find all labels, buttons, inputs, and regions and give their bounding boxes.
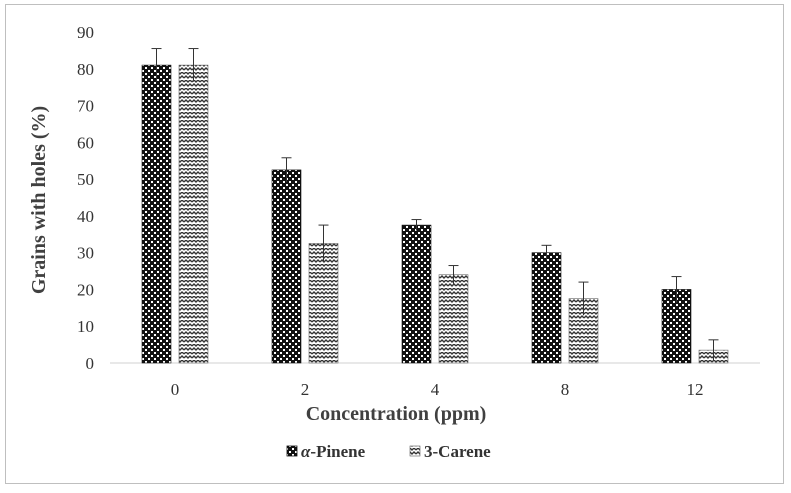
x-tick-label: 0 [171, 380, 180, 399]
legend-label-pinene-alpha: α [301, 442, 311, 461]
x-axis: 0 2 4 8 12 [110, 362, 760, 399]
y-tick-label: 70 [77, 97, 94, 116]
y-tick-label: 50 [77, 170, 94, 189]
y-axis: 0 10 20 30 40 50 60 70 80 90 [77, 23, 94, 373]
y-tick-label: 10 [77, 317, 94, 336]
bar-carene [178, 64, 209, 364]
y-tick-label: 40 [77, 207, 94, 226]
legend-label-carene: 3-Carene [424, 442, 491, 461]
bar-pinene [141, 64, 172, 364]
legend-swatch-carene [409, 445, 421, 457]
bar-pinene [531, 252, 562, 364]
x-tick-label: 12 [687, 380, 704, 399]
y-tick-label: 90 [77, 23, 94, 42]
y-tick-label: 60 [77, 133, 94, 152]
y-axis-title: Grains with holes (%) [28, 106, 50, 294]
x-tick-label: 2 [301, 380, 310, 399]
y-tick-label: 20 [77, 280, 94, 299]
legend-label-pinene-name: -Pinene [310, 442, 365, 461]
x-tick-label: 4 [431, 380, 440, 399]
y-tick-label: 80 [77, 60, 94, 79]
bar-carene [438, 274, 469, 364]
legend-swatch-pinene [286, 445, 298, 457]
bars-group [141, 64, 729, 364]
x-tick-label: 8 [561, 380, 570, 399]
legend: α-Pinene 3-Carene [286, 442, 491, 461]
chart-frame [5, 4, 784, 484]
y-tick-label: 0 [86, 354, 95, 373]
bar-pinene [401, 224, 432, 364]
y-tick-label: 30 [77, 244, 94, 263]
x-axis-title: Concentration (ppm) [306, 403, 487, 425]
bar-pinene [271, 169, 302, 364]
error-bars-group [151, 48, 719, 361]
legend-label-pinene: α-Pinene [301, 442, 366, 461]
